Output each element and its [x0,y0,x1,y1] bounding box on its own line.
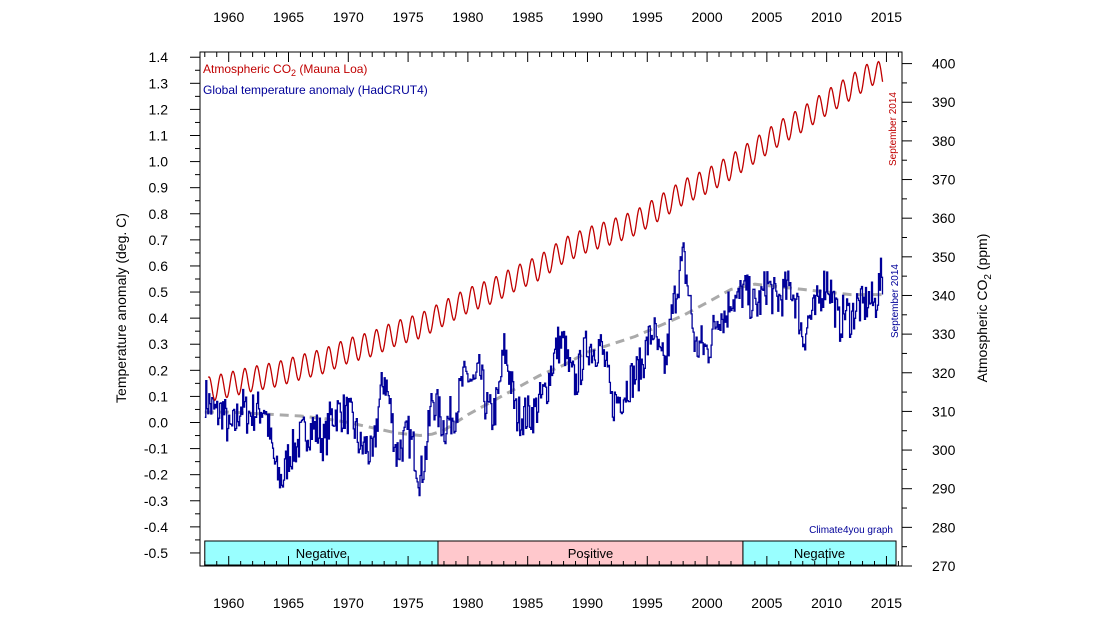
x-tick-label-bottom: 2000 [691,595,722,611]
y-axis-right-title: Atmospheric CO2 (ppm) [974,234,994,383]
y-left-tick-label: 1.3 [149,75,169,91]
legend-co2-subscript: 2 [291,68,296,78]
x-tick-label-top: 2010 [811,9,842,25]
y-right-tick-label: 380 [932,133,956,149]
y-left-tick-label: 1.2 [149,101,169,117]
y-right-tick-label: 320 [932,365,956,381]
x-tick-label-bottom: 1995 [632,595,663,611]
axes: 1960 1960 1965 1965 1970 1970 1975 1975 1980 1980… [144,9,956,611]
y-right-tick-label: 300 [932,442,956,458]
y-left-tick-label: 0.7 [149,232,169,248]
x-tick-label-bottom: 1980 [452,595,483,611]
y-right-tick-label: 360 [932,210,956,226]
y-left-tick-label: -0.2 [144,467,168,483]
x-tick-label-bottom: 1965 [273,595,304,611]
y-right-tick-label: 310 [932,403,956,419]
y-left-tick-label: 0.3 [149,336,169,352]
y-left-tick-label: 1.0 [149,154,169,170]
legend-co2-text: Atmospheric CO [203,62,291,76]
y-right-tick-label: 270 [932,558,956,574]
y-right-tick-label: 390 [932,94,956,110]
y-left-tick-label: 1.1 [149,127,169,143]
x-tick-label-top: 1975 [393,9,424,25]
x-tick-label-bottom: 2010 [811,595,842,611]
y-axis-left-title: Temperature anomaly (deg. C) [113,213,129,403]
co2-end-annotation: September 2014 [888,92,899,166]
x-tick-label-bottom: 2005 [751,595,782,611]
x-tick-label-top: 2005 [751,9,782,25]
y-axis-right-title-unit: (ppm) [974,234,990,274]
x-tick-label-bottom: 1975 [393,595,424,611]
x-tick-label-bottom: 1985 [512,595,543,611]
y-left-tick-label: 0.9 [149,180,169,196]
phase-bars: Negative Positive Negative [204,540,897,566]
y-left-tick-label: -0.3 [144,493,168,509]
y-left-tick-label: -0.4 [144,519,168,535]
series-lines [204,60,884,497]
x-tick-label-top: 1995 [632,9,663,25]
y-right-tick-label: 290 [932,481,956,497]
y-right-tick-label: 340 [932,287,956,303]
x-tick-label-top: 1980 [452,9,483,25]
y-left-tick-label: 0.8 [149,206,169,222]
x-tick-label-bottom: 1960 [213,595,244,611]
x-tick-label-top: 1985 [512,9,543,25]
plot-frame [199,51,903,567]
y-left-tick-label: 0.4 [149,310,169,326]
phase-label-1: Positive [568,546,614,561]
legend-co2-source: (Mauna Loa) [296,62,367,76]
co2-line [207,60,884,402]
y-left-tick-label: 0.2 [149,362,169,378]
x-tick-label-bottom: 1990 [572,595,603,611]
credit-text: Climate4you graph [809,525,893,536]
temperature-anomaly-line [204,242,884,497]
phase-bar-1 [437,540,744,566]
phase-label-2: Negative [794,546,845,561]
y-right-tick-label: 280 [932,519,956,535]
y-left-tick-label: -0.5 [144,545,168,561]
y-left-tick-label: 1.4 [149,49,169,65]
y-axis-right-title-subscript: 2 [983,274,994,280]
y-left-tick-label: 0.1 [149,388,169,404]
x-tick-label-top: 1965 [273,9,304,25]
phase-bar-0 [204,540,439,566]
phase-label-0: Negative [296,546,347,561]
temperature-trend-line [204,282,883,438]
y-left-tick-label: 0.6 [149,258,169,274]
y-left-tick-label: 0.5 [149,284,169,300]
legend-temp: Global temperature anomaly (HadCRUT4) [203,83,428,97]
y-axis-right-title-text: Atmospheric CO [974,280,990,383]
y-right-tick-label: 400 [932,56,956,72]
y-right-tick-label: 350 [932,249,956,265]
temp-end-annotation: September 2014 [890,264,901,338]
x-tick-label-top: 1990 [572,9,603,25]
y-right-tick-label: 370 [932,172,956,188]
x-tick-label-bottom: 1970 [333,595,364,611]
x-tick-label-top: 2000 [691,9,722,25]
legend-co2: Atmospheric CO2 (Mauna Loa) [203,62,367,78]
x-tick-label-bottom: 2015 [871,595,902,611]
x-tick-label-top: 1960 [213,9,244,25]
x-tick-label-top: 2015 [871,9,902,25]
x-tick-label-top: 1970 [333,9,364,25]
y-right-tick-label: 330 [932,326,956,342]
y-left-tick-label: -0.1 [144,441,168,457]
y-left-tick-label: 0.0 [149,414,169,430]
phase-bar-2 [742,540,897,566]
